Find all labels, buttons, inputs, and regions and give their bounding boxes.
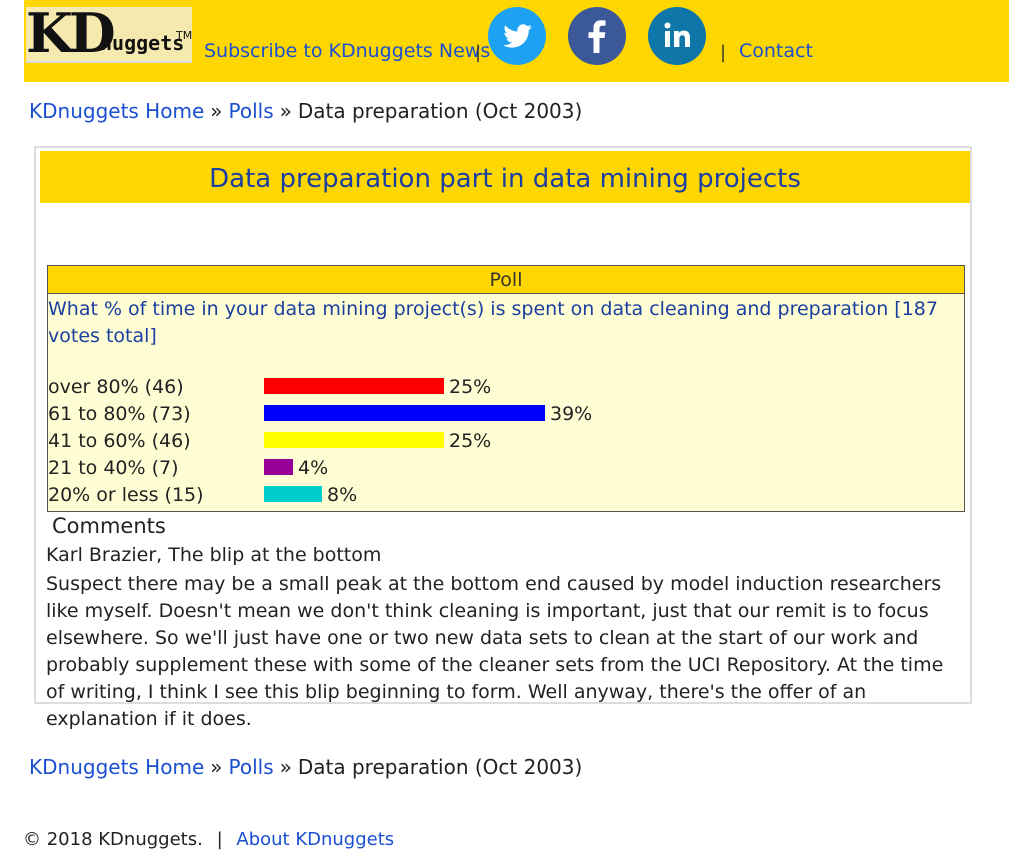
poll-result-bar	[264, 432, 444, 448]
breadcrumb-home-link[interactable]: KDnuggets Home	[29, 99, 205, 123]
breadcrumb-polls-link[interactable]: Polls	[228, 99, 274, 123]
breadcrumb-separator: »	[210, 99, 223, 123]
about-link[interactable]: About KDnuggets	[236, 829, 395, 850]
poll-result-bar	[264, 378, 444, 394]
breadcrumb-current: Data preparation (Oct 2003)	[297, 755, 583, 779]
breadcrumb-bottom: KDnuggets Home» Polls» Data preparation (O…	[29, 755, 582, 779]
poll-content-box: Data preparation part in data mining pro…	[34, 146, 972, 730]
header-separator: |	[720, 42, 727, 63]
breadcrumb-current: Data preparation (Oct 2003)	[297, 99, 583, 123]
poll-option-row: 21 to 40% (7) 4%	[48, 455, 964, 482]
contact-link[interactable]: Contact	[739, 40, 813, 62]
poll-result-percent: 4%	[298, 457, 329, 479]
site-header: KD nuggets TM Subscribe to KDnuggets New…	[24, 0, 1009, 82]
twitter-link[interactable]	[488, 7, 546, 65]
facebook-link[interactable]	[568, 7, 626, 65]
breadcrumb-polls-link[interactable]: Polls	[228, 755, 274, 779]
poll-result-percent: 25%	[449, 376, 492, 398]
copyright: © 2018 KDnuggets.	[23, 829, 203, 850]
poll-question: What % of time in your data mining proje…	[48, 298, 938, 347]
poll-option-label: 61 to 80% (73)	[48, 403, 191, 425]
breadcrumb-separator: »	[279, 755, 292, 779]
poll-result-percent: 8%	[327, 484, 358, 506]
twitter-icon	[488, 7, 546, 65]
breadcrumb-separator: »	[210, 755, 223, 779]
poll-header: Poll	[48, 266, 964, 294]
poll-table: Poll What % of time in your data mining …	[47, 265, 965, 512]
comment-author: Karl Brazier, The blip at the bottom	[46, 544, 382, 566]
poll-results: over 80% (46) 25% 61 to 80% (73) 39% 41 to 6…	[48, 374, 964, 509]
comment-body: Suspect there may be a small peak at the…	[46, 573, 944, 730]
linkedin-icon	[648, 7, 706, 65]
breadcrumb-separator: »	[279, 99, 292, 123]
linkedin-link[interactable]	[648, 7, 706, 65]
poll-option-label: 41 to 60% (46)	[48, 430, 191, 452]
subscribe-link[interactable]: Subscribe to KDnuggets News	[204, 40, 491, 62]
poll-result-bar	[264, 486, 322, 502]
breadcrumb-home-link[interactable]: KDnuggets Home	[29, 755, 205, 779]
breadcrumb: KDnuggets Home» Polls» Data preparation (O…	[29, 99, 582, 123]
poll-option-row: 41 to 60% (46) 25%	[48, 428, 964, 455]
page-title: Data preparation part in data mining pro…	[209, 164, 801, 194]
poll-option-row: over 80% (46) 25%	[48, 374, 964, 401]
poll-result-percent: 25%	[449, 430, 492, 452]
footer-separator: |	[216, 829, 223, 850]
kdnuggets-logo[interactable]: KD nuggets TM	[26, 1, 193, 65]
poll-result-bar	[264, 405, 545, 421]
poll-option-label: 21 to 40% (7)	[48, 457, 179, 479]
poll-result-percent: 39%	[550, 403, 593, 425]
comments-heading: Comments	[52, 514, 166, 538]
poll-result-bar	[264, 459, 293, 475]
facebook-icon	[568, 7, 626, 65]
site-footer: © 2018 KDnuggets. | About KDnuggets	[23, 829, 394, 850]
poll-option-label: over 80% (46)	[48, 376, 184, 398]
poll-option-row: 61 to 80% (73) 39%	[48, 401, 964, 428]
poll-option-label: 20% or less (15)	[48, 484, 204, 506]
page-title-bar: Data preparation part in data mining pro…	[40, 151, 970, 203]
poll-option-row: 20% or less (15) 8%	[48, 482, 964, 509]
header-separator: |	[475, 42, 482, 63]
